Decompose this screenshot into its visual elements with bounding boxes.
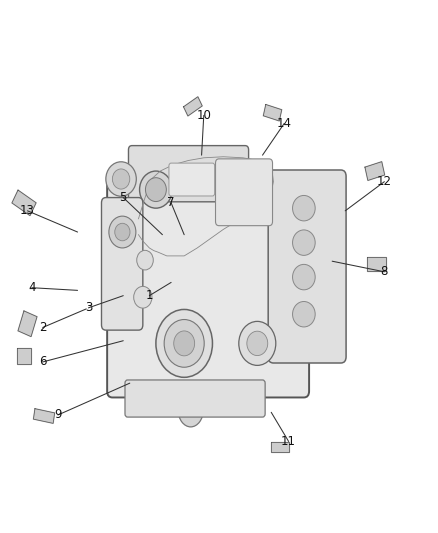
Ellipse shape bbox=[145, 177, 166, 201]
Polygon shape bbox=[184, 97, 202, 116]
Text: 13: 13 bbox=[20, 204, 35, 217]
Text: 3: 3 bbox=[85, 301, 92, 314]
Polygon shape bbox=[365, 161, 385, 181]
Ellipse shape bbox=[178, 392, 203, 427]
FancyBboxPatch shape bbox=[268, 170, 346, 363]
Polygon shape bbox=[18, 348, 31, 364]
Ellipse shape bbox=[115, 223, 130, 241]
Polygon shape bbox=[271, 442, 289, 451]
Text: 1: 1 bbox=[145, 289, 153, 302]
Text: 5: 5 bbox=[120, 191, 127, 204]
Polygon shape bbox=[367, 257, 386, 271]
Ellipse shape bbox=[134, 286, 152, 308]
Text: 9: 9 bbox=[54, 408, 62, 422]
Ellipse shape bbox=[293, 196, 315, 221]
FancyBboxPatch shape bbox=[128, 146, 249, 202]
Ellipse shape bbox=[137, 251, 153, 270]
Ellipse shape bbox=[113, 169, 130, 189]
Text: 2: 2 bbox=[39, 321, 46, 334]
Ellipse shape bbox=[247, 331, 268, 356]
Ellipse shape bbox=[174, 331, 194, 356]
Text: 14: 14 bbox=[277, 117, 292, 130]
FancyBboxPatch shape bbox=[107, 173, 309, 398]
Ellipse shape bbox=[140, 171, 172, 208]
Ellipse shape bbox=[293, 264, 315, 290]
Ellipse shape bbox=[156, 310, 212, 377]
Text: 11: 11 bbox=[281, 435, 296, 448]
Polygon shape bbox=[263, 104, 282, 121]
FancyBboxPatch shape bbox=[215, 159, 272, 225]
Polygon shape bbox=[18, 311, 37, 337]
Polygon shape bbox=[33, 409, 55, 423]
Text: 8: 8 bbox=[381, 265, 388, 278]
Text: 12: 12 bbox=[377, 175, 392, 188]
Text: 4: 4 bbox=[28, 281, 35, 294]
FancyBboxPatch shape bbox=[169, 163, 215, 196]
FancyBboxPatch shape bbox=[125, 380, 265, 417]
Ellipse shape bbox=[164, 319, 204, 367]
Text: 6: 6 bbox=[39, 356, 46, 368]
Ellipse shape bbox=[239, 321, 276, 366]
Text: 10: 10 bbox=[196, 109, 211, 122]
Text: 7: 7 bbox=[167, 196, 175, 209]
FancyBboxPatch shape bbox=[102, 198, 143, 330]
Ellipse shape bbox=[293, 230, 315, 255]
Polygon shape bbox=[12, 190, 36, 216]
Ellipse shape bbox=[293, 302, 315, 327]
Ellipse shape bbox=[106, 162, 136, 196]
Ellipse shape bbox=[109, 216, 136, 248]
